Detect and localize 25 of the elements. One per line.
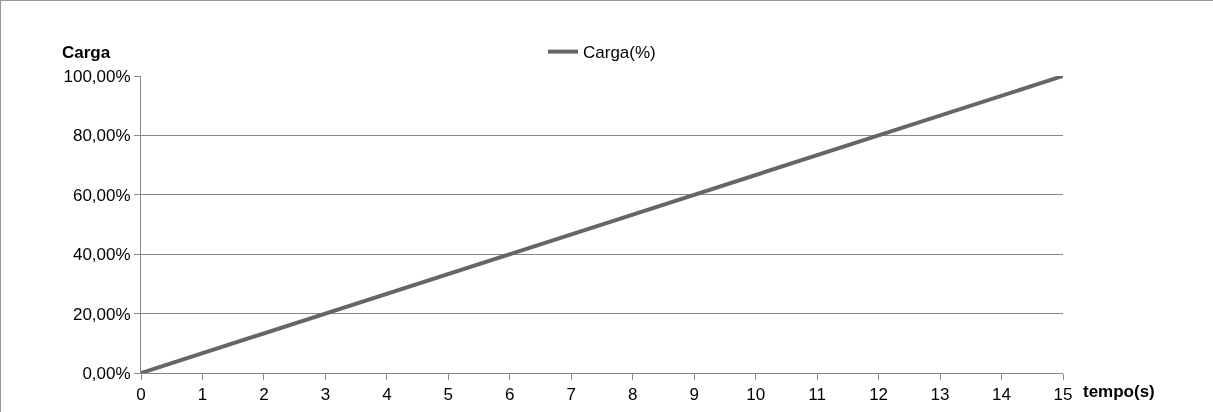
y-tick-label: 20,00% [72, 304, 131, 324]
x-tick-label: 9 [689, 385, 699, 405]
x-tick-label: 4 [382, 385, 392, 405]
x-tick-label: 6 [505, 385, 515, 405]
y-tick-label: 100,00% [63, 66, 131, 86]
x-tick-label: 14 [992, 385, 1011, 405]
x-tick-label: 3 [320, 385, 331, 405]
y-tick-label: 80,00% [72, 126, 131, 146]
y-tick-label: 40,00% [72, 245, 131, 265]
x-tick-label: 8 [628, 385, 638, 405]
y-axis-title: Carga [62, 43, 111, 62]
legend-label: Carga(%) [583, 43, 656, 63]
x-axis-title: tempo(s) [1083, 382, 1155, 401]
x-tick-label: 12 [869, 385, 889, 405]
x-tick-label: 2 [259, 385, 269, 405]
x-tick-label: 1 [197, 385, 208, 405]
x-tick-label: 15 [1053, 385, 1073, 405]
x-tick-label: 0 [136, 385, 146, 405]
y-tick-label: 60,00% [72, 185, 131, 205]
x-tick-label: 7 [566, 385, 576, 405]
x-tick-label: 13 [930, 385, 950, 405]
x-tick-label: 11 [808, 385, 826, 405]
y-tick-label: 0,00% [82, 363, 131, 383]
x-tick-label: 5 [443, 385, 454, 405]
x-tick-label: 10 [746, 385, 766, 405]
